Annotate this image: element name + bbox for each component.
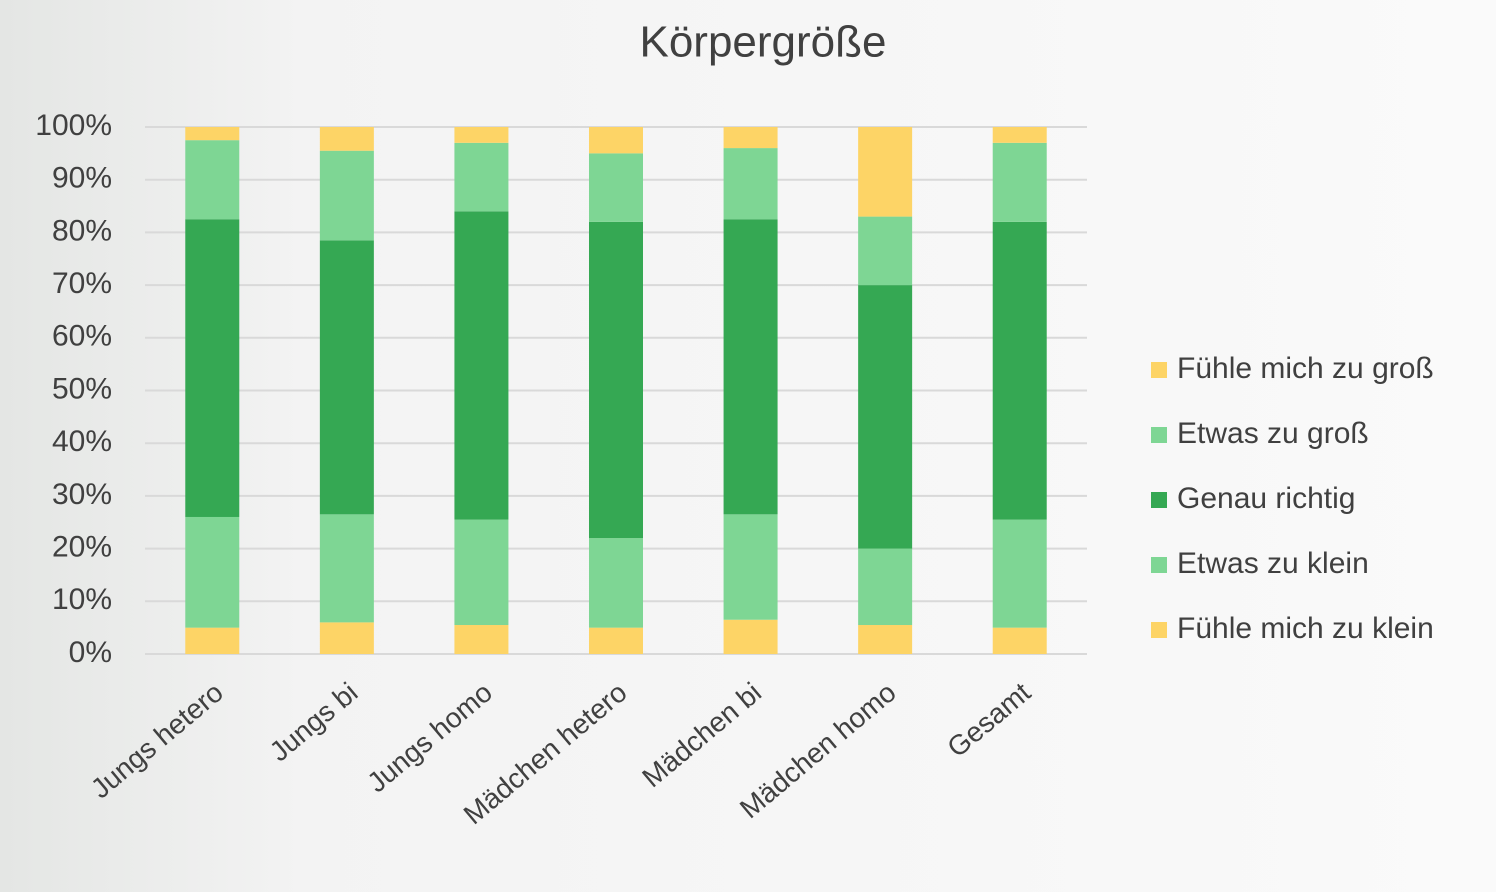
bar-segment <box>454 142 509 212</box>
bar-segment <box>992 221 1047 520</box>
bar-segment <box>589 627 643 654</box>
legend-swatch <box>1151 362 1167 378</box>
bar-segment <box>454 127 509 143</box>
bar-segment <box>723 219 778 515</box>
bar-segment <box>185 627 240 654</box>
legend-label: Etwas zu klein <box>1177 547 1369 580</box>
bar-segment <box>858 548 913 626</box>
bar-segment <box>858 285 913 549</box>
y-tick-label: 30% <box>52 478 112 511</box>
bar-segment <box>723 127 778 149</box>
y-tick-label: 80% <box>52 214 112 247</box>
legend-label: Genau richtig <box>1177 482 1355 515</box>
bar-segment <box>992 519 1047 628</box>
legend-swatch <box>1151 622 1167 638</box>
y-tick-label: 10% <box>52 583 112 616</box>
bar-segment <box>319 622 374 654</box>
chart-title: Körpergröße <box>639 18 886 67</box>
bar-segment <box>992 142 1047 222</box>
bar-segment <box>589 221 643 539</box>
bar-segment <box>319 240 374 515</box>
legend-label: Fühle mich zu klein <box>1177 612 1434 645</box>
bar-segment <box>185 516 240 628</box>
y-tick-label: 40% <box>52 425 112 458</box>
bar-segment <box>319 127 374 151</box>
y-tick-label: 60% <box>52 320 112 353</box>
bar-segment <box>723 148 778 220</box>
legend-swatch <box>1151 492 1167 508</box>
y-tick-label: 100% <box>35 109 112 142</box>
bar-segment <box>185 219 240 517</box>
bar-segment <box>185 127 240 141</box>
y-tick-label: 50% <box>52 372 112 405</box>
bar-segment <box>723 619 778 654</box>
bar-segment <box>858 127 913 217</box>
bar-segment <box>454 519 509 626</box>
y-tick-label: 20% <box>52 531 112 564</box>
bar-segment <box>723 514 778 620</box>
bar-segment <box>319 150 374 241</box>
bar-segment <box>858 216 913 286</box>
bar-segment <box>992 127 1047 143</box>
bar-segment <box>589 127 643 154</box>
bar-segment <box>858 625 913 654</box>
bar-segment <box>992 627 1047 654</box>
bar-segment <box>454 211 509 520</box>
y-tick-label: 0% <box>69 636 112 669</box>
bar-segment <box>589 538 643 628</box>
bar-segment <box>589 153 643 222</box>
y-tick-label: 70% <box>52 267 112 300</box>
legend-swatch <box>1151 427 1167 443</box>
legend-label: Fühle mich zu groß <box>1177 352 1434 385</box>
legend-swatch <box>1151 557 1167 573</box>
legend-label: Etwas zu groß <box>1177 417 1369 450</box>
bar-segment <box>185 140 240 220</box>
bar-segment <box>319 514 374 623</box>
y-tick-label: 90% <box>52 162 112 195</box>
bar-segment <box>454 625 509 654</box>
